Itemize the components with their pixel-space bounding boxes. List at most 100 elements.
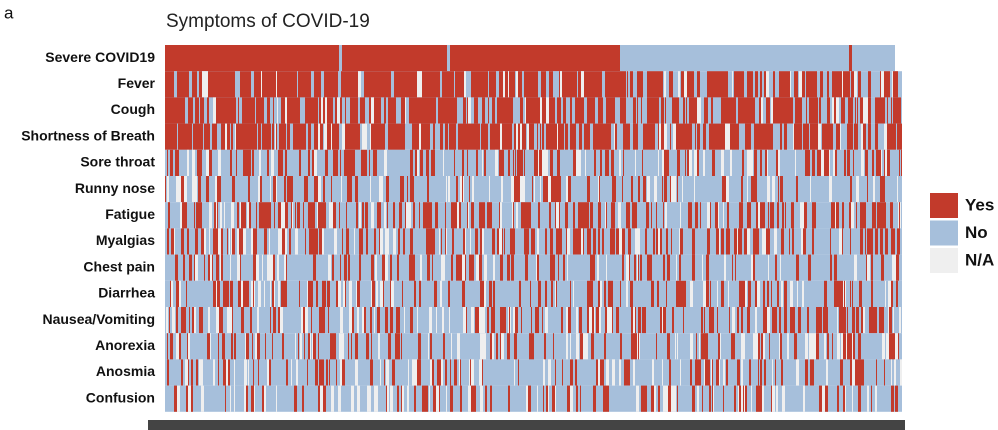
cell (343, 280, 345, 307)
cell (443, 149, 444, 176)
cell (431, 97, 434, 124)
cell (620, 280, 621, 307)
cell (550, 71, 553, 98)
row-label: Myalgias (96, 232, 155, 248)
cell (244, 202, 246, 229)
cell (468, 385, 471, 412)
cell (567, 45, 570, 72)
cell (402, 176, 404, 203)
cell (198, 176, 201, 203)
cell (734, 71, 736, 98)
cell (671, 385, 673, 412)
cell (450, 385, 453, 412)
cell (465, 254, 466, 281)
cell (196, 97, 199, 124)
cell (249, 202, 251, 229)
cell (170, 280, 171, 307)
cell (405, 45, 406, 72)
cell (758, 123, 761, 150)
cell (513, 202, 514, 229)
cell (809, 333, 811, 360)
cell (767, 307, 770, 334)
cell (219, 45, 222, 72)
cell (517, 176, 520, 203)
cell (228, 71, 229, 98)
cell (673, 385, 676, 412)
cell (369, 45, 370, 72)
cell (385, 307, 388, 334)
cell (796, 254, 799, 281)
cell (813, 333, 816, 360)
cell (439, 228, 440, 255)
cell (437, 202, 438, 229)
cell (843, 71, 846, 98)
cell (827, 97, 830, 124)
cell (872, 202, 874, 229)
cell (786, 123, 787, 150)
cell (261, 97, 262, 124)
cell (168, 202, 170, 229)
cell (725, 97, 726, 124)
cell (308, 333, 310, 360)
cell (691, 97, 693, 124)
cell (677, 176, 678, 203)
cell (340, 97, 342, 124)
cell (840, 359, 843, 386)
cell (464, 97, 466, 124)
cell (714, 123, 717, 150)
cell (652, 385, 654, 412)
cell (474, 97, 475, 124)
cell (180, 71, 181, 98)
cell (322, 359, 324, 386)
cell (253, 254, 256, 281)
cell (843, 97, 845, 124)
cell (442, 71, 443, 98)
cell (415, 45, 417, 72)
cell (225, 123, 227, 150)
cell (207, 71, 208, 98)
cell (177, 45, 180, 72)
cell (600, 202, 601, 229)
row-label: Fatigue (105, 206, 155, 222)
cell (539, 45, 542, 72)
cell (167, 228, 169, 255)
cell (802, 202, 804, 229)
cell (290, 71, 291, 98)
cell (626, 202, 628, 229)
cell (677, 123, 680, 150)
cell (841, 307, 843, 334)
cell (852, 333, 853, 360)
cell (378, 333, 379, 360)
cell (839, 228, 842, 255)
cell (832, 97, 834, 124)
cell (613, 71, 615, 98)
cell (667, 254, 670, 281)
cell (611, 202, 613, 229)
cell (534, 176, 535, 203)
cell (195, 45, 197, 72)
cell (261, 71, 262, 98)
cell (852, 280, 853, 307)
cell (543, 176, 546, 203)
cell (647, 176, 648, 203)
cell (652, 359, 654, 386)
cell (165, 45, 166, 72)
cell (719, 71, 720, 98)
cell (533, 123, 534, 150)
cell (755, 280, 757, 307)
cell (316, 45, 319, 72)
cell (617, 45, 620, 72)
cell (753, 228, 756, 255)
heatmap-cells (165, 45, 902, 412)
cell (856, 307, 859, 334)
cell (832, 333, 833, 360)
cell (237, 254, 240, 281)
cell (481, 202, 483, 229)
cell (227, 123, 230, 150)
cell (235, 123, 236, 150)
cell (231, 228, 232, 255)
cell (361, 228, 363, 255)
cell (840, 280, 843, 307)
cell (707, 202, 710, 229)
cell (267, 97, 268, 124)
